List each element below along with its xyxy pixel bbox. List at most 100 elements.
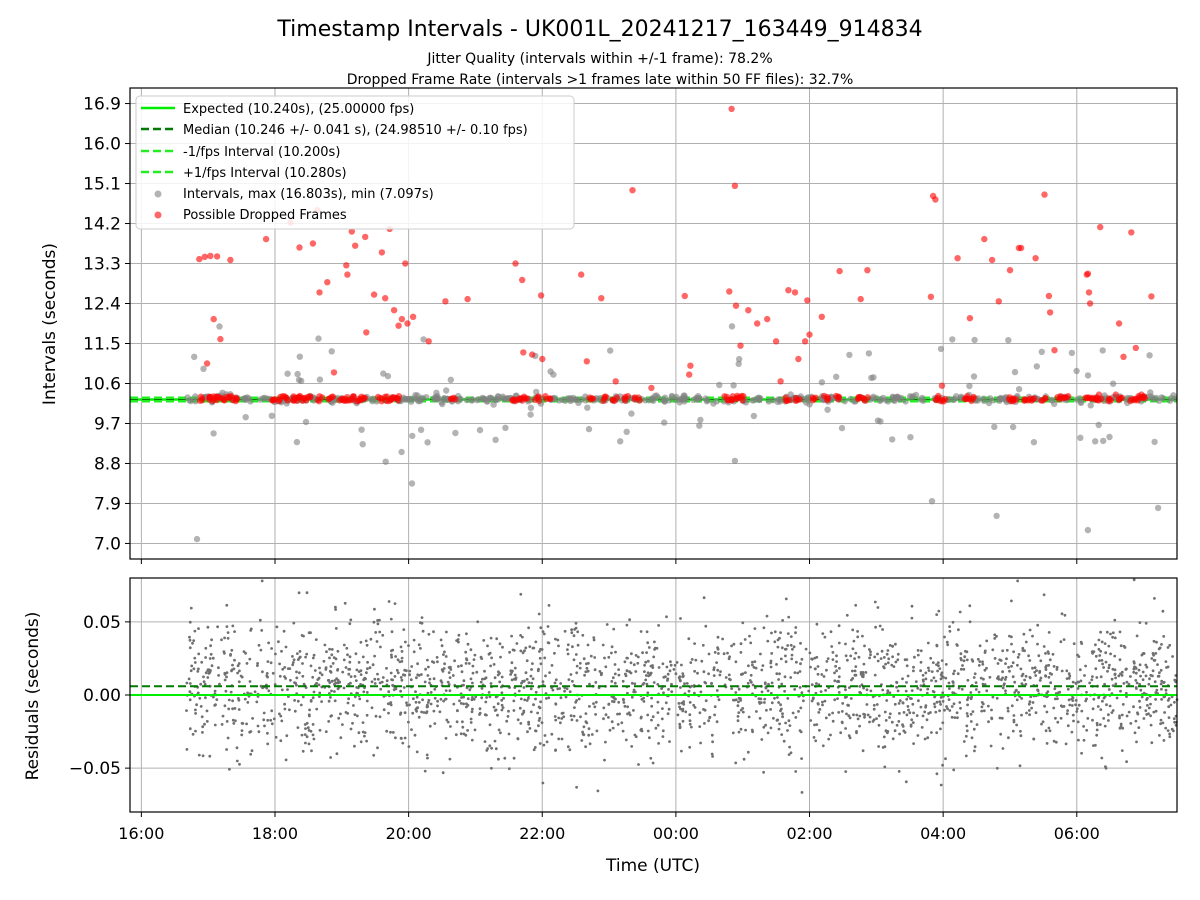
residual-point <box>215 698 219 701</box>
residual-point <box>312 653 316 657</box>
residual-point <box>1060 612 1064 616</box>
residual-point <box>973 672 977 676</box>
residual-point <box>345 646 349 650</box>
residual-point <box>982 677 985 681</box>
residual-point <box>584 712 588 715</box>
residual-point <box>966 678 970 682</box>
residual-point <box>407 644 410 647</box>
interval-point <box>192 393 199 400</box>
legend-label-expected: Expected (10.240s), (25.00000 fps) <box>183 102 414 117</box>
residual-point <box>263 724 266 728</box>
residual-point <box>645 682 649 686</box>
residual-point <box>197 753 201 757</box>
residual-point <box>667 707 671 711</box>
residual-point <box>237 698 241 702</box>
residual-point <box>407 720 410 724</box>
residual-point <box>644 678 648 682</box>
residual-point <box>1005 657 1008 661</box>
residual-point <box>266 660 270 663</box>
interval-point <box>415 398 422 405</box>
residual-point <box>916 734 920 737</box>
residual-point <box>637 763 640 766</box>
residual-point <box>630 681 634 685</box>
residual-point <box>1020 674 1024 678</box>
residual-point <box>1144 674 1148 678</box>
residual-point <box>831 651 835 654</box>
residual-point <box>217 674 221 677</box>
residual-point <box>1020 713 1023 717</box>
residual-point <box>724 676 728 679</box>
residual-point <box>1027 702 1031 706</box>
residual-point <box>898 699 902 703</box>
residual-point <box>586 643 590 647</box>
interval-point <box>475 396 482 403</box>
residual-point <box>389 671 393 675</box>
residual-point <box>187 677 191 681</box>
residual-point <box>666 679 669 682</box>
residual-point <box>896 689 900 693</box>
residual-point <box>576 643 580 647</box>
residual-point <box>469 721 473 724</box>
residual-point <box>610 720 614 724</box>
interval-point <box>966 382 973 390</box>
residual-point <box>930 731 933 734</box>
residual-point <box>419 647 422 650</box>
residual-point <box>223 636 227 640</box>
residual-point <box>925 718 929 722</box>
residual-point <box>390 655 393 659</box>
interval-point <box>200 365 207 372</box>
residual-point <box>1071 680 1075 684</box>
residual-point <box>1048 658 1052 662</box>
residual-point <box>578 661 582 665</box>
residual-point <box>776 645 780 649</box>
residual-point <box>833 698 837 702</box>
residual-point <box>1095 728 1099 732</box>
residual-point <box>868 720 871 724</box>
residual-point <box>527 722 531 726</box>
residual-point <box>923 710 927 714</box>
residual-point <box>224 689 228 693</box>
residual-point <box>786 644 790 647</box>
residual-point <box>449 668 453 671</box>
residual-point <box>843 695 847 699</box>
residual-point <box>978 644 982 648</box>
residual-point <box>995 634 998 638</box>
residual-point <box>1024 674 1028 678</box>
residual-point <box>687 637 691 641</box>
residual-point <box>496 713 499 717</box>
dropped-frame-point <box>262 235 270 243</box>
residual-point <box>739 651 743 654</box>
residual-point <box>679 617 682 620</box>
residual-point <box>1137 668 1141 672</box>
residual-point <box>390 649 393 653</box>
dropped-frame-point <box>1021 396 1028 403</box>
residual-point <box>577 697 581 701</box>
dropped-frame-point <box>721 393 728 400</box>
residual-point <box>823 699 827 703</box>
residual-point <box>966 703 969 707</box>
residual-point <box>1075 710 1079 713</box>
residual-point <box>553 715 557 718</box>
residual-point <box>1047 726 1051 730</box>
residual-point <box>417 715 421 719</box>
residual-point <box>296 726 300 729</box>
residual-point <box>462 695 465 699</box>
dropped-frame-point <box>932 196 939 203</box>
residual-point <box>749 673 753 677</box>
residual-point <box>643 663 646 667</box>
residual-point <box>885 652 889 656</box>
residual-point <box>933 705 937 709</box>
residual-point <box>939 727 942 731</box>
residual-point <box>373 677 377 681</box>
residual-point <box>995 696 999 700</box>
residual-point <box>399 645 403 649</box>
residual-point <box>940 659 944 662</box>
residual-point <box>235 746 239 750</box>
residual-point <box>312 737 316 741</box>
residual-point <box>1076 687 1080 690</box>
residual-point <box>587 727 591 731</box>
residual-point <box>757 697 761 701</box>
residual-point <box>699 690 703 694</box>
residual-point <box>616 712 619 716</box>
